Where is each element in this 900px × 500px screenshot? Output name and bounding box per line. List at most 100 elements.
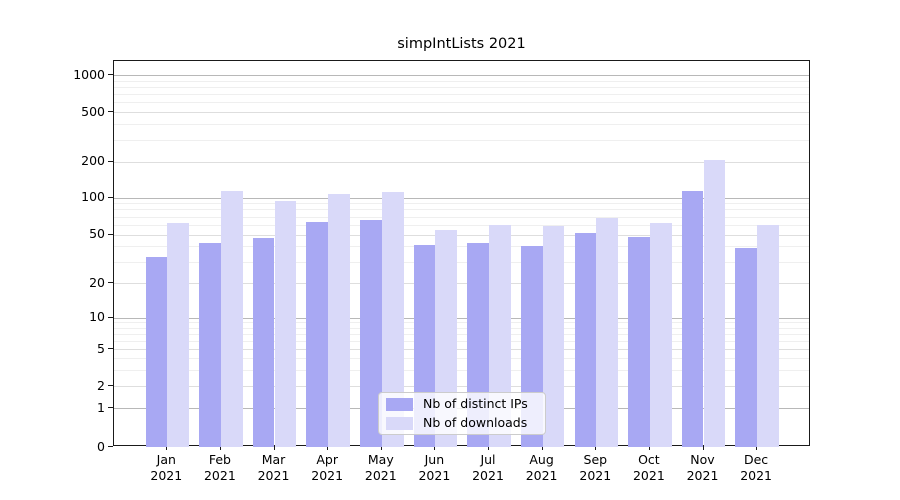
bar-downloads-jul — [489, 224, 511, 447]
bar-downloads-nov — [703, 160, 726, 447]
bar-distinct-ips-feb — [199, 242, 221, 447]
x-tick-year: 2021 — [418, 467, 451, 483]
gridline-50 — [114, 234, 809, 236]
bar-downloads-sep — [596, 218, 619, 447]
x-tick-year: 2021 — [364, 467, 397, 483]
x-tick-month: Dec — [743, 452, 769, 467]
x-tick-4 — [327, 446, 329, 450]
bar-distinct-ips-jan — [145, 256, 168, 447]
y-tick-500 — [108, 111, 113, 112]
legend-swatch-distinct-ips — [386, 397, 413, 411]
y-tick-50 — [108, 233, 113, 235]
x-tick-month: Feb — [208, 452, 231, 467]
gridline-minor-8 — [114, 327, 809, 329]
x-tick-label-jan: Jan 2021 — [134, 452, 198, 483]
x-tick-year: 2021 — [525, 467, 558, 483]
y-tick-1000 — [108, 74, 113, 75]
x-tick-month: Jul — [480, 452, 496, 467]
y-tick-label-10: 10 — [89, 309, 105, 324]
x-tick-label-jun: Jun 2021 — [402, 452, 466, 483]
x-tick-label-mar: Mar 2021 — [242, 452, 306, 483]
gridline-minor-7 — [114, 333, 809, 335]
x-tick-11 — [702, 446, 704, 450]
gridline-minor-30 — [114, 261, 809, 263]
y-tick-0 — [108, 446, 113, 447]
x-tick-label-apr: Apr 2021 — [295, 452, 359, 483]
x-tick-label-oct: Oct 2021 — [617, 452, 681, 483]
gridline-minor-300 — [114, 139, 809, 141]
chart-title: simpIntLists 2021 — [397, 36, 526, 52]
x-tick-1 — [166, 446, 168, 450]
x-tick-year: 2021 — [203, 467, 236, 483]
plot-area — [113, 60, 810, 447]
gridline-minor-800 — [114, 86, 809, 88]
x-tick-month: Apr — [316, 452, 338, 467]
y-tick-label-100: 100 — [81, 189, 105, 204]
y-tick-100 — [108, 196, 113, 198]
y-tick-5 — [108, 348, 113, 349]
gridline-200 — [114, 161, 809, 163]
x-tick-month: Sep — [583, 452, 608, 467]
gridline-minor-3 — [114, 369, 809, 371]
y-tick-label-1000: 1000 — [73, 66, 105, 82]
y-tick-label-0: 0 — [97, 438, 105, 454]
bar-distinct-ips-apr — [306, 222, 329, 447]
x-tick-9 — [595, 446, 597, 450]
x-tick-year: 2021 — [740, 467, 772, 483]
x-tick-month: May — [367, 452, 394, 467]
bar-downloads-oct — [649, 223, 672, 447]
x-tick-label-aug: Aug 2021 — [510, 452, 574, 483]
gridlines-layer — [114, 61, 809, 445]
x-tick-month: Oct — [638, 452, 660, 467]
x-tick-label-nov: Nov 2021 — [671, 452, 735, 483]
x-tick-label-jul: Jul 2021 — [456, 452, 520, 483]
bar-downloads-may — [381, 191, 404, 447]
gridline-major-10 — [114, 317, 809, 319]
gridline-20 — [114, 283, 809, 284]
gridline-minor-9 — [114, 322, 809, 324]
gridline-minor-80 — [114, 209, 809, 211]
bar-downloads-dec — [757, 224, 779, 447]
gridline-minor-40 — [114, 246, 809, 248]
x-tick-month: Aug — [529, 452, 554, 467]
x-tick-label-may: May 2021 — [349, 452, 413, 483]
x-tick-label-feb: Feb 2021 — [188, 452, 252, 483]
bar-downloads-apr — [328, 194, 350, 447]
x-tick-month: Jan — [156, 452, 176, 467]
x-tick-12 — [756, 446, 758, 450]
x-tick-label-sep: Sep 2021 — [563, 452, 627, 483]
x-tick-month: Nov — [690, 452, 715, 467]
gridline-minor-90 — [114, 203, 809, 205]
legend-label-distinct-ips: Nb of distinct IPs — [423, 396, 528, 411]
y-tick-200 — [108, 160, 113, 162]
bar-distinct-ips-oct — [628, 236, 650, 447]
x-tick-month: Jun — [424, 452, 445, 467]
legend-label-downloads: Nb of downloads — [423, 415, 528, 430]
x-tick-year: 2021 — [150, 467, 183, 483]
x-tick-6 — [434, 446, 436, 450]
x-tick-5 — [380, 446, 382, 450]
bar-distinct-ips-may — [360, 219, 382, 447]
x-tick-label-dec: Dec 2021 — [724, 452, 788, 483]
legend-item-downloads: Nb of downloads — [386, 415, 537, 431]
y-tick-label-500: 500 — [81, 103, 105, 119]
x-tick-month: Mar — [261, 452, 286, 467]
y-tick-label-5: 5 — [97, 340, 105, 356]
bar-distinct-ips-sep — [574, 233, 597, 447]
y-tick-label-50: 50 — [89, 226, 105, 241]
y-tick-20 — [108, 282, 113, 283]
y-tick-1 — [108, 407, 113, 408]
x-tick-year: 2021 — [632, 467, 665, 483]
gridline-minor-900 — [114, 80, 809, 82]
gridline-minor-6 — [114, 340, 809, 342]
y-tick-label-1: 1 — [97, 399, 105, 415]
gridline-minor-600 — [114, 102, 809, 104]
x-tick-8 — [541, 446, 543, 450]
legend-item-distinct-ips: Nb of distinct IPs — [386, 396, 537, 412]
gridline-5 — [114, 349, 809, 350]
bar-distinct-ips-dec — [735, 247, 758, 447]
bar-downloads-feb — [220, 191, 243, 447]
bar-distinct-ips-mar — [252, 237, 275, 447]
x-tick-year: 2021 — [311, 467, 344, 483]
